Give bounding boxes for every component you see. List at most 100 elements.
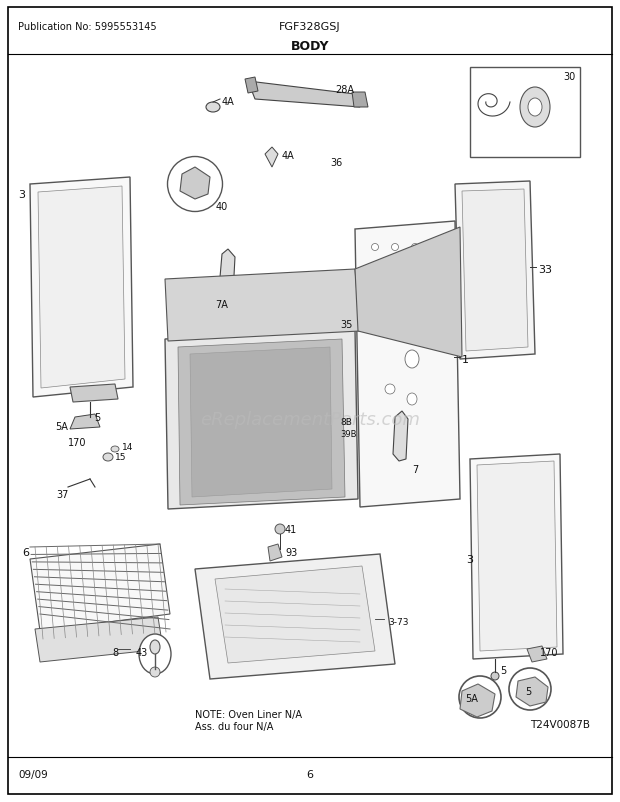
Polygon shape	[219, 249, 235, 298]
Text: 40: 40	[216, 202, 228, 212]
Text: 39B: 39B	[340, 429, 356, 439]
Polygon shape	[35, 618, 163, 662]
Ellipse shape	[371, 244, 378, 251]
Ellipse shape	[167, 157, 223, 213]
Text: 6: 6	[22, 547, 29, 557]
Text: 14: 14	[122, 443, 133, 452]
Polygon shape	[30, 178, 133, 398]
Ellipse shape	[150, 640, 160, 654]
Ellipse shape	[385, 384, 395, 395]
Text: 5: 5	[525, 687, 531, 696]
Text: 5: 5	[94, 412, 100, 423]
Polygon shape	[30, 545, 170, 631]
Polygon shape	[165, 269, 360, 342]
Polygon shape	[355, 221, 460, 508]
Text: BODY: BODY	[291, 40, 329, 53]
Ellipse shape	[509, 668, 551, 710]
Ellipse shape	[412, 304, 418, 311]
Ellipse shape	[103, 453, 113, 461]
Ellipse shape	[407, 394, 417, 406]
Text: 28A: 28A	[335, 85, 354, 95]
Text: 43: 43	[136, 647, 148, 657]
Ellipse shape	[459, 676, 501, 718]
Polygon shape	[38, 187, 125, 388]
Ellipse shape	[139, 634, 171, 674]
Text: 93: 93	[285, 547, 297, 557]
Polygon shape	[460, 684, 495, 717]
Text: 8: 8	[112, 647, 118, 657]
Polygon shape	[70, 415, 100, 429]
Polygon shape	[470, 455, 563, 659]
Bar	[470, 68, 580, 158]
Text: 09/09: 09/09	[18, 769, 48, 779]
Polygon shape	[165, 330, 358, 509]
Text: FGF328GSJ: FGF328GSJ	[279, 22, 341, 32]
Text: 5: 5	[500, 665, 507, 675]
Text: 170: 170	[68, 437, 87, 448]
Ellipse shape	[206, 103, 220, 113]
Ellipse shape	[371, 304, 378, 311]
Ellipse shape	[371, 274, 378, 282]
Polygon shape	[462, 190, 528, 351]
Text: Ass. du four N/A: Ass. du four N/A	[195, 721, 273, 731]
Ellipse shape	[432, 244, 438, 251]
Text: 5A: 5A	[55, 422, 68, 431]
Polygon shape	[393, 411, 408, 461]
Text: 5A: 5A	[466, 693, 479, 703]
Text: NOTE: Oven Liner N/A: NOTE: Oven Liner N/A	[195, 709, 302, 719]
Ellipse shape	[520, 88, 550, 128]
Polygon shape	[352, 93, 368, 107]
Polygon shape	[180, 168, 210, 200]
Polygon shape	[355, 228, 462, 358]
Ellipse shape	[86, 418, 94, 426]
Text: 7A: 7A	[215, 300, 228, 310]
Ellipse shape	[111, 447, 119, 452]
Ellipse shape	[275, 525, 285, 534]
Text: 36: 36	[330, 158, 342, 168]
Ellipse shape	[403, 309, 421, 330]
Polygon shape	[248, 82, 360, 107]
Polygon shape	[245, 78, 258, 94]
Text: 7: 7	[412, 464, 418, 475]
Text: 8B: 8B	[340, 418, 352, 427]
Text: Publication No: 5995553145: Publication No: 5995553145	[18, 22, 157, 32]
Text: 4A: 4A	[222, 97, 235, 107]
Polygon shape	[268, 545, 282, 561]
Text: 33: 33	[538, 265, 552, 274]
Text: 35: 35	[340, 320, 352, 330]
Ellipse shape	[391, 304, 399, 311]
Ellipse shape	[491, 672, 499, 680]
Polygon shape	[178, 339, 345, 505]
Text: eReplacementParts.com: eReplacementParts.com	[200, 411, 420, 428]
Polygon shape	[477, 461, 557, 651]
Polygon shape	[265, 148, 278, 168]
Text: T24V0087B: T24V0087B	[530, 719, 590, 729]
Text: 6: 6	[306, 769, 314, 779]
Ellipse shape	[391, 274, 399, 282]
Text: 15: 15	[115, 452, 126, 461]
Polygon shape	[455, 182, 535, 359]
Polygon shape	[215, 566, 375, 663]
Text: 3: 3	[18, 190, 25, 200]
Ellipse shape	[432, 274, 438, 282]
Polygon shape	[70, 384, 118, 403]
Text: 4A: 4A	[282, 151, 294, 160]
Polygon shape	[190, 347, 332, 497]
Ellipse shape	[412, 274, 418, 282]
Polygon shape	[195, 554, 395, 679]
Polygon shape	[527, 646, 547, 662]
Polygon shape	[516, 677, 548, 706]
Text: 37: 37	[56, 489, 68, 500]
Ellipse shape	[391, 244, 399, 251]
Ellipse shape	[150, 667, 160, 677]
Text: 3-73: 3-73	[388, 618, 409, 626]
Ellipse shape	[528, 99, 542, 117]
Ellipse shape	[432, 304, 438, 311]
Text: 170: 170	[540, 647, 559, 657]
Ellipse shape	[412, 244, 418, 251]
Text: 3: 3	[466, 554, 473, 565]
Text: 41: 41	[285, 525, 297, 534]
Text: 1: 1	[462, 354, 469, 365]
Text: 30: 30	[563, 72, 575, 82]
Ellipse shape	[405, 350, 419, 369]
